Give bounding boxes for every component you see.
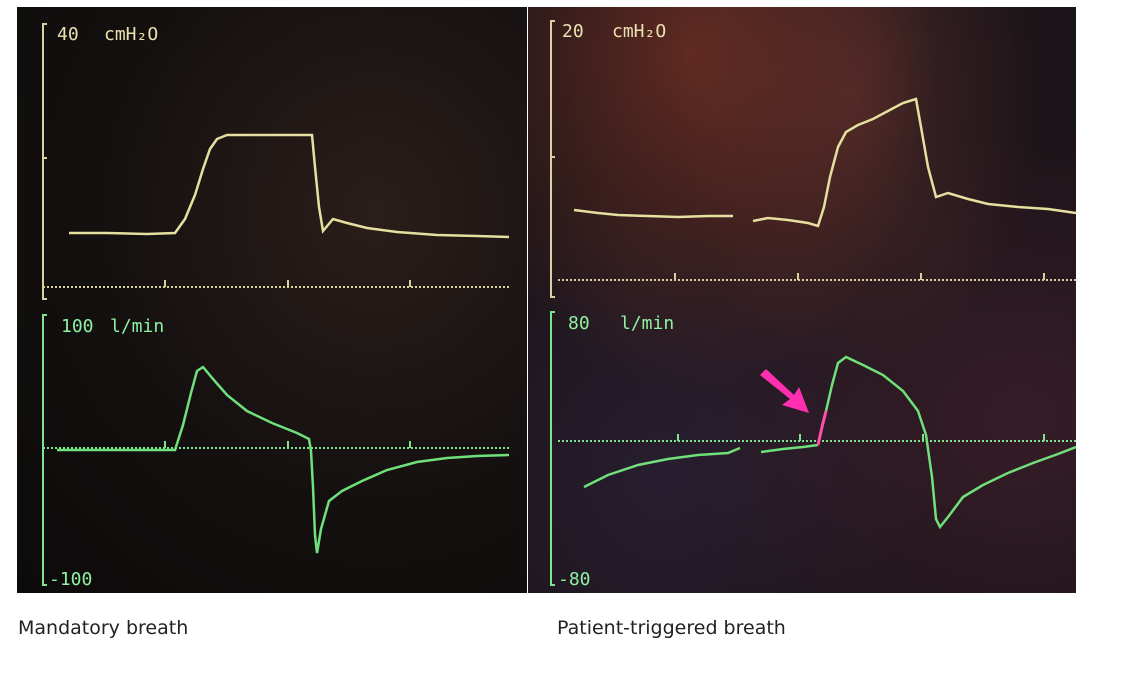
right-flow-top-label: 80 <box>568 313 590 334</box>
caption-patient-triggered-breath: Patient-triggered breath <box>557 617 786 639</box>
trigger-arrow-icon <box>760 369 809 413</box>
left-ventilator-screen: 40 cmH₂O 100 l/min -100 <box>17 7 527 593</box>
left-pressure-unit: cmH₂O <box>104 24 158 45</box>
right-ventilator-screen: 20 cmH₂O 80 l/min -80 <box>528 7 1076 593</box>
left-pressure-axis <box>42 23 47 300</box>
right-flow-trace-segment <box>583 446 741 489</box>
left-flow-unit: l/min <box>110 316 164 337</box>
left-waveform-display: 40 cmH₂O 100 l/min -100 <box>42 23 510 590</box>
caption-mandatory-breath: Mandatory breath <box>18 617 189 639</box>
right-flow-bottom-label: -80 <box>558 569 591 590</box>
left-pressure-trace <box>69 133 510 239</box>
right-pressure-trace-segment <box>752 97 1076 228</box>
left-flow-trace <box>57 365 510 554</box>
left-flow-bottom-label: -100 <box>49 569 92 590</box>
right-flow-unit: l/min <box>620 313 674 334</box>
left-flow-axis <box>42 314 47 586</box>
right-pressure-unit: cmH₂O <box>612 21 666 42</box>
right-flow-trigger-segment <box>816 410 828 446</box>
right-pressure-top-label: 20 <box>562 21 584 42</box>
right-pressure-axis <box>550 20 555 298</box>
right-flow-axis <box>550 311 555 586</box>
right-waveform-display: 20 cmH₂O 80 l/min -80 <box>550 20 1076 590</box>
right-pressure-trace-segment <box>573 208 733 219</box>
right-flow-trace-segment <box>824 355 1076 530</box>
left-pressure-top-label: 40 <box>57 24 79 45</box>
left-flow-top-label: 100 <box>61 316 94 337</box>
right-flow-trace-segment <box>760 443 819 454</box>
